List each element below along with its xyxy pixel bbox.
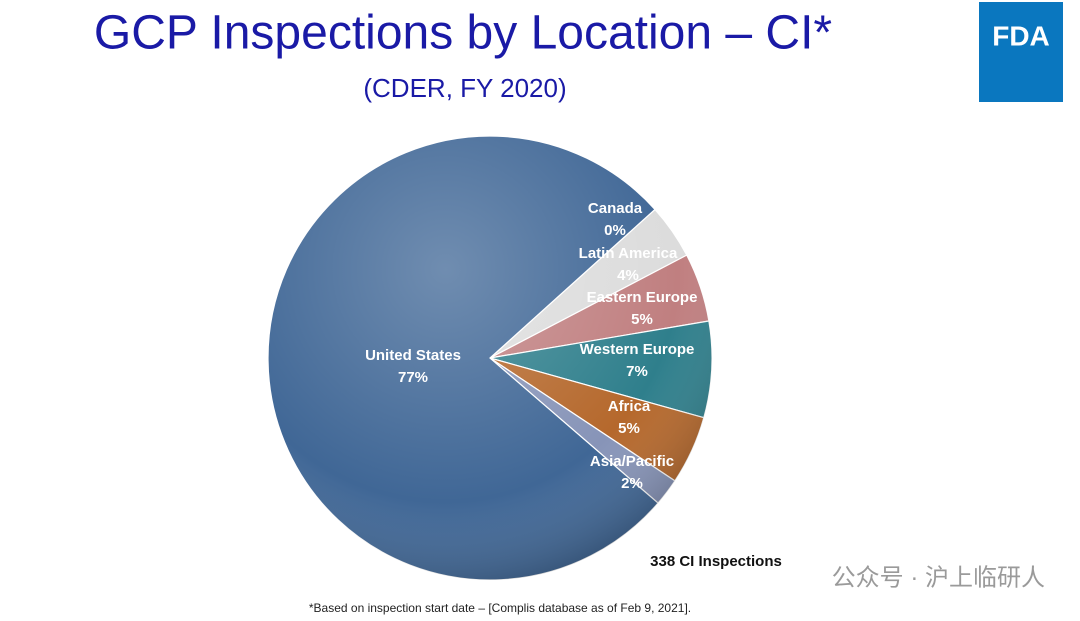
slice-value-label: 5% — [631, 311, 653, 328]
logo: FDA — [992, 20, 1050, 51]
pie — [267, 135, 713, 581]
slice-label: Western Europe — [580, 341, 695, 358]
slice-label: United States — [365, 347, 461, 364]
footnote: *Based on inspection start date – [Compl… — [309, 601, 691, 615]
chart-title: GCP Inspections by Location – CI* — [94, 7, 832, 60]
slice-value-label: 7% — [626, 363, 648, 380]
slice-value-label: 2% — [621, 475, 643, 492]
slice-label: Latin America — [579, 245, 678, 262]
watermark: 公众号 · 沪上临研人 — [832, 564, 1045, 591]
chart-subtitle: (CDER, FY 2020) — [363, 73, 566, 103]
slice-value-label: 5% — [618, 420, 640, 437]
logo-box — [979, 2, 1063, 102]
slice-value-label: 4% — [617, 267, 639, 284]
slice-label: Asia/Pacific — [590, 453, 674, 470]
slice-value-label: 77% — [398, 369, 428, 386]
annotation: 338 CI Inspections — [650, 553, 782, 570]
slice-value-label: 0% — [604, 222, 626, 239]
slice-label: Eastern Europe — [587, 289, 698, 306]
slice-label: Africa — [608, 398, 651, 415]
labels: Canada 0% Latin America 4% Eastern Europe 5% W… — [365, 200, 697, 492]
slice-label: Canada — [588, 200, 643, 217]
